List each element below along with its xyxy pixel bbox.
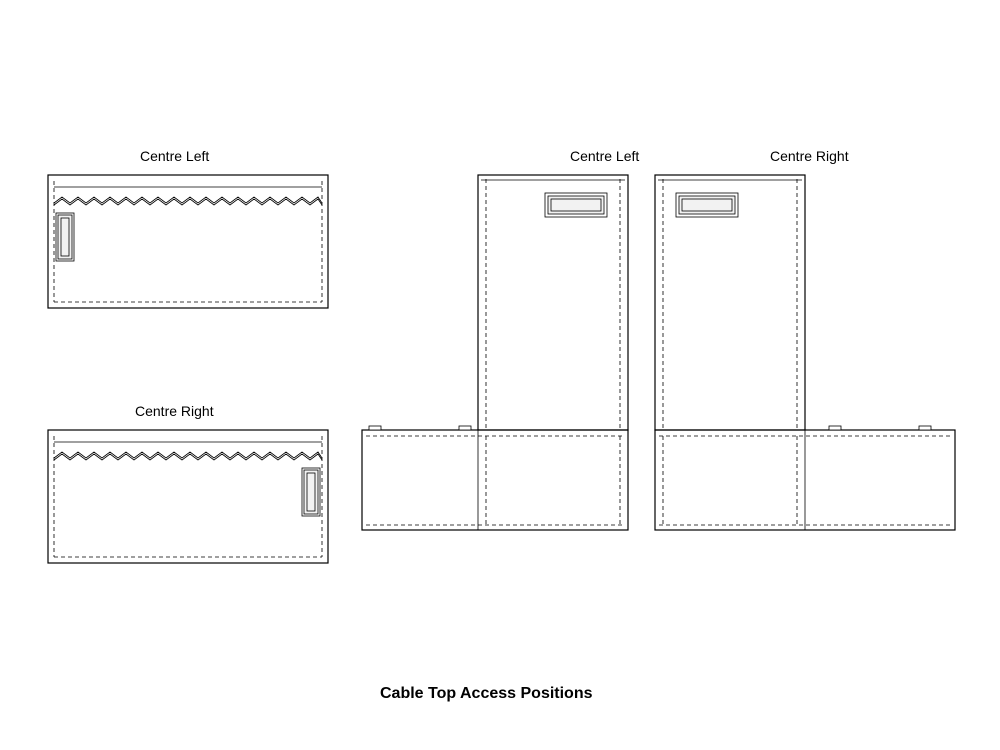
label-plan-centre-left: Centre Left <box>140 148 209 164</box>
figure-caption: Cable Top Access Positions <box>380 685 593 703</box>
label-elev-centre-left: Centre Left <box>570 148 639 164</box>
label-plan-centre-right: Centre Right <box>135 403 214 419</box>
diagram-svg <box>0 0 1000 750</box>
label-elev-centre-right: Centre Right <box>770 148 849 164</box>
